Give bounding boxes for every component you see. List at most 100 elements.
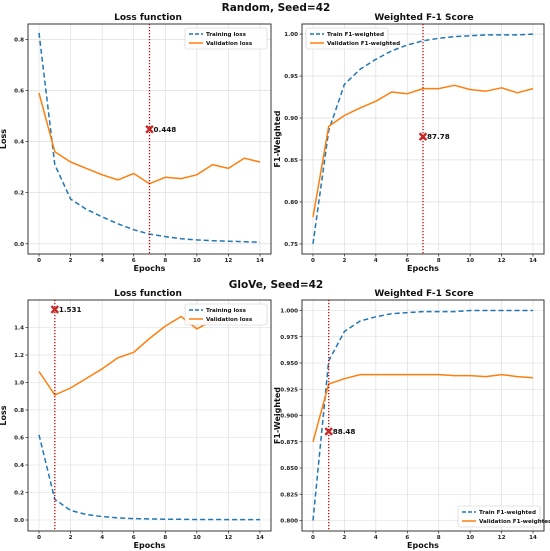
best-value-annotation: 1.531: [59, 305, 82, 314]
legend-box: [184, 303, 268, 326]
y-tick-label: 0.875: [280, 440, 298, 446]
chart-title: Loss function: [114, 13, 182, 23]
best-value-annotation: 88.48: [333, 427, 356, 436]
y-tick-label: 1.4: [14, 326, 24, 332]
y-tick-label: 0.80: [284, 200, 298, 206]
chart-panel-3: 0 2 4 6 8 10 12 14 0.0 0.2 0.4 0.6 0.8 1.0 1.2 1.4 Loss …: [0, 289, 272, 550]
x-tick-label: 10: [466, 258, 474, 264]
x-tick-label: 14: [529, 258, 537, 264]
x-tick-label: 2: [69, 535, 73, 541]
plot-frame: [27, 299, 272, 532]
x-tick-label: 14: [256, 258, 264, 264]
y-tick-label: 0.0: [14, 242, 24, 248]
chart-title: Weighted F-1 Score: [374, 289, 473, 299]
x-tick-label: 6: [132, 258, 136, 264]
legend-entry: Training loss: [206, 308, 247, 314]
marker-stroke: [145, 125, 154, 134]
x-tick-label: 4: [100, 258, 104, 264]
y-tick-label: 0.95: [284, 74, 298, 80]
legend-entry: Validation loss: [206, 41, 253, 47]
best-marker-icon: [145, 125, 154, 134]
y-axis-label: F1-Weighted: [273, 387, 282, 444]
y-tick-label: 0.2: [14, 491, 24, 497]
x-tick-label: 4: [374, 258, 378, 264]
y-tick-label: 0.6: [14, 436, 24, 442]
legend-box: [305, 27, 389, 50]
best-marker-icon: [324, 427, 333, 436]
x-tick-label: 4: [100, 535, 104, 541]
y-tick-label: 0.800: [280, 519, 298, 525]
x-tick-label: 0: [37, 535, 41, 541]
x-tick-label: 6: [132, 535, 136, 541]
x-tick-label: 0: [311, 535, 315, 541]
chart-panel-1: 0 2 4 6 8 10 12 14 0.0 0.2 0.4 0.6 0.8 Loss function E…: [0, 13, 272, 273]
x-axis-label: Epochs: [407, 541, 439, 550]
train-series-line: [38, 434, 260, 521]
legend-box: [457, 505, 541, 528]
y-tick-label: 1.000: [280, 309, 298, 315]
x-tick-label: 2: [342, 258, 346, 264]
y-tick-label: 0.8: [14, 37, 24, 43]
x-tick-label: 14: [529, 535, 537, 541]
legend-entry: Train F1-weighted: [327, 32, 384, 38]
y-tick-label: 0.6: [14, 88, 24, 94]
x-tick-label: 6: [405, 258, 409, 264]
best-marker-icon: [418, 132, 428, 141]
y-tick-label: 0.75: [284, 242, 298, 248]
legend: Train F1-weighted Validation F1-weighted: [457, 505, 550, 528]
y-tick-label: 0.850: [280, 466, 298, 472]
y-tick-label: 0.8: [14, 408, 24, 414]
y-tick-label: 0.900: [280, 414, 298, 420]
x-axis-label: Epochs: [134, 541, 166, 550]
y-axis-label: Loss: [0, 129, 8, 149]
y-tick-label: 0.925: [280, 387, 298, 393]
y-axis-label: Loss: [0, 405, 8, 425]
x-tick-label: 0: [37, 258, 41, 264]
y-axis-label: F1-Weighted: [273, 110, 282, 167]
x-tick-label: 2: [342, 535, 346, 541]
row-title-glove: GloVe, Seed=42: [229, 279, 323, 291]
validation-series-line: [38, 315, 229, 396]
x-tick-label: 8: [437, 258, 441, 264]
validation-series-line: [312, 84, 534, 218]
x-tick-label: 10: [193, 258, 201, 264]
legend-box: [184, 27, 268, 50]
x-tick-label: 10: [466, 535, 474, 541]
y-tick-label: 0.85: [284, 158, 298, 164]
chart-panel-2: 0 2 4 6 8 10 12 14 0.75 0.80 0.85 0.90 0.95 1.00 Weigh…: [273, 13, 545, 273]
y-tick-label: 0.0: [14, 518, 24, 524]
chart-panel-4: 0 2 4 6 8 10 12 14 0.800 0.825 0.850 0.875 0.900 0.92…: [273, 289, 550, 550]
x-tick-label: 2: [69, 258, 73, 264]
y-tick-label: 1.2: [14, 353, 24, 359]
y-tick-label: 1.00: [284, 32, 298, 38]
row-title-random: Random, Seed=42: [222, 2, 331, 14]
x-tick-label: 8: [437, 535, 441, 541]
chart-title: Loss function: [114, 289, 182, 299]
x-tick-label: 12: [224, 258, 232, 264]
y-tick-label: 1.0: [14, 381, 24, 387]
chart-title: Weighted F-1 Score: [374, 13, 473, 23]
x-tick-label: 12: [224, 535, 232, 541]
marker-stroke: [50, 305, 60, 314]
legend-entry: Validation F1-weighted: [327, 41, 400, 47]
y-tick-label: 0.4: [14, 463, 24, 469]
x-tick-label: 4: [374, 535, 378, 541]
best-marker-icon: [50, 305, 60, 314]
train-series-line: [312, 33, 534, 245]
x-axis-label: Epochs: [407, 264, 439, 273]
marker-stroke: [418, 132, 428, 141]
y-tick-label: 0.950: [280, 361, 298, 367]
legend-entry: Train F1-weighted: [479, 510, 536, 516]
best-value-annotation: 0.448: [154, 125, 177, 134]
validation-series-line: [312, 373, 534, 442]
legend-entry: Training loss: [206, 32, 247, 38]
x-tick-label: 10: [193, 535, 201, 541]
legend-entry: Validation loss: [206, 317, 253, 323]
y-tick-label: 0.90: [284, 116, 298, 122]
x-tick-label: 12: [498, 535, 506, 541]
y-tick-label: 0.2: [14, 191, 24, 197]
x-tick-label: 8: [163, 258, 167, 264]
legend: Training loss Validation loss: [184, 27, 268, 50]
legend: Training loss Validation loss: [184, 303, 268, 326]
